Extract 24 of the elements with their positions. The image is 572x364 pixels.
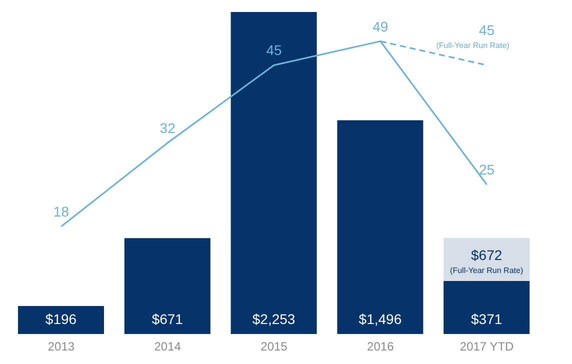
data-label: $371	[471, 311, 502, 327]
x-tick-label: 2013	[48, 340, 75, 354]
x-tick-label: 2015	[260, 340, 288, 354]
data-label: 45	[479, 22, 495, 38]
bar	[230, 12, 317, 334]
x-tick-label: 2017 YTD	[460, 340, 514, 354]
annotation: (Full-Year Run Rate)	[450, 266, 524, 275]
x-tick-label: 2016	[367, 340, 394, 354]
bar	[444, 280, 530, 334]
bar	[18, 306, 104, 334]
data-label: $1,496	[358, 311, 402, 327]
data-label: 45	[266, 42, 282, 58]
bar	[337, 120, 424, 334]
data-label: 18	[53, 203, 70, 220]
data-label: 49	[372, 18, 388, 34]
data-label: 32	[160, 120, 176, 136]
data-label: $2,253	[252, 311, 296, 327]
x-tick-label: 2014	[154, 340, 182, 354]
bar	[124, 238, 210, 334]
data-label: 25	[479, 162, 495, 178]
data-label: $196	[45, 311, 77, 327]
annotation: (Full-Year Run Rate)	[436, 41, 510, 50]
data-label: $672	[471, 246, 502, 263]
data-label: $671	[152, 311, 184, 327]
